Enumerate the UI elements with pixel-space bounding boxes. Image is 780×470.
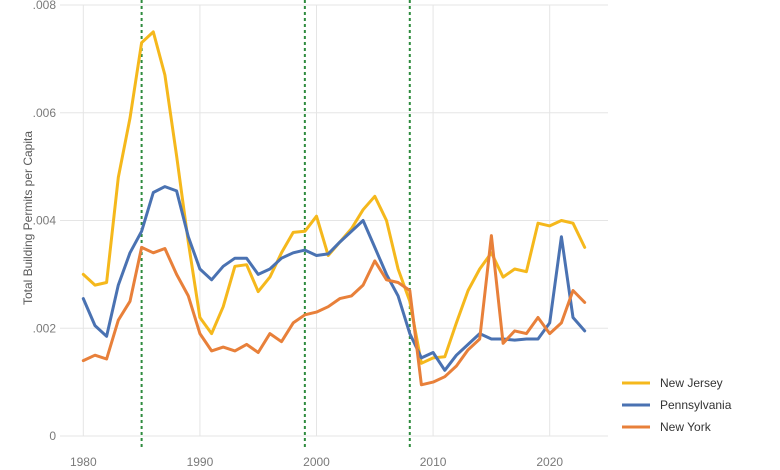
y-tick-label: .006 (33, 106, 57, 120)
y-tick-label: .008 (33, 0, 57, 12)
x-tick-label: 2010 (420, 455, 447, 469)
y-tick-label: 0 (49, 429, 56, 443)
series-line-pennsylvania (81, 185, 587, 372)
x-tick-label: 2020 (536, 455, 563, 469)
tick-layer: 1980 1990 2000 2010 2020 0 .002 .004 .006 .008 (33, 0, 564, 469)
y-tick-label: .004 (33, 214, 57, 228)
legend-label: New Jersey (660, 376, 723, 390)
series-line-new-jersey (81, 30, 587, 365)
x-tick-label: 1990 (187, 455, 214, 469)
grid-layer (60, 4, 608, 437)
reference-lines (140, 0, 411, 448)
legend-label: New York (660, 420, 712, 434)
y-axis-label: Total Building Permits per Capita (21, 131, 35, 305)
legend-label: Pennsylvania (660, 398, 732, 412)
series-layer (81, 30, 587, 387)
x-tick-label: 2000 (303, 455, 330, 469)
y-tick-label: .002 (33, 321, 57, 335)
x-tick-label: 1980 (70, 455, 97, 469)
legend: New Jersey Pennsylvania New York (622, 376, 732, 434)
series-line-new-york (81, 234, 587, 387)
